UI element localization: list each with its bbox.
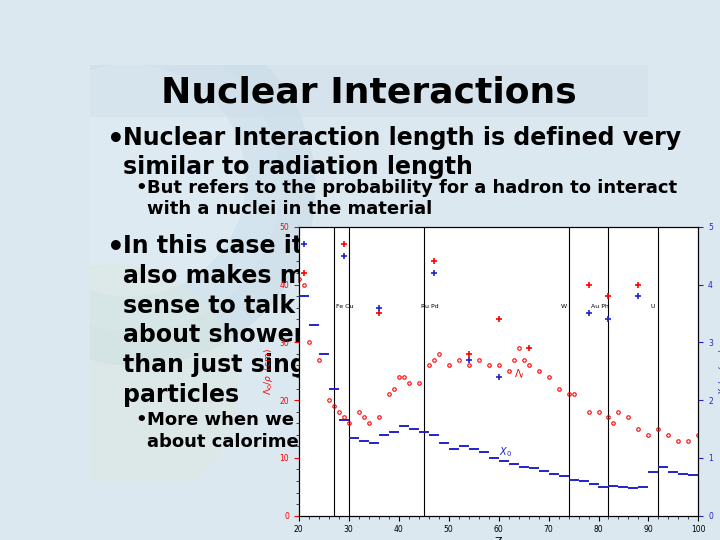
Text: $\Lambda_I$: $\Lambda_I$ bbox=[513, 367, 524, 381]
Circle shape bbox=[0, 38, 280, 330]
Text: $X_0$: $X_0$ bbox=[498, 445, 512, 459]
Text: Nuclear Interactions: Nuclear Interactions bbox=[161, 76, 577, 110]
Text: U: U bbox=[651, 303, 655, 309]
Text: W: W bbox=[561, 303, 567, 309]
Text: More when we talk
about calorimeters: More when we talk about calorimeters bbox=[148, 411, 339, 451]
FancyBboxPatch shape bbox=[90, 65, 648, 117]
Circle shape bbox=[12, 65, 245, 296]
Text: 18: 18 bbox=[623, 462, 639, 475]
Y-axis label: $\Lambda_0/\rho$  (cm): $\Lambda_0/\rho$ (cm) bbox=[262, 348, 275, 395]
Text: Fe Cu: Fe Cu bbox=[336, 303, 354, 309]
Text: Ru Pd: Ru Pd bbox=[421, 303, 438, 309]
Circle shape bbox=[0, 11, 315, 365]
Y-axis label: $X_0/\rho$  (cm): $X_0/\rho$ (cm) bbox=[717, 348, 720, 395]
X-axis label: Z: Z bbox=[495, 537, 503, 540]
Text: •: • bbox=[107, 126, 125, 154]
Text: •: • bbox=[107, 234, 125, 262]
Text: In this case it is
also makes more
sense to talk
about showers
than just single
: In this case it is also makes more sense… bbox=[122, 234, 348, 407]
Text: Nuclear Interaction length is defined very
similar to radiation length: Nuclear Interaction length is defined ve… bbox=[122, 126, 680, 179]
Circle shape bbox=[0, 265, 238, 511]
Text: But refers to the probability for a hadron to interact
with a nuclei in the mate: But refers to the probability for a hadr… bbox=[148, 179, 678, 218]
Text: •: • bbox=[135, 411, 147, 429]
Text: •: • bbox=[135, 179, 147, 197]
Text: Au Ph: Au Ph bbox=[591, 303, 609, 309]
